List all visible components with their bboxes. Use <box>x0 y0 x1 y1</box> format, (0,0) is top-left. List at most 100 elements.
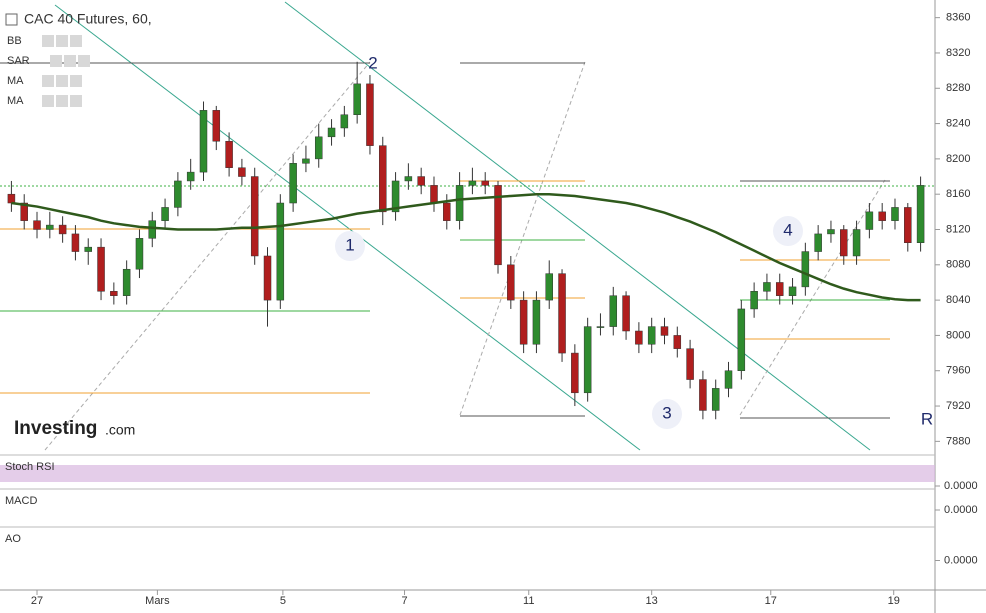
y-tick-label: 8000 <box>946 329 970 341</box>
wave-label: 4 <box>783 220 792 239</box>
candle-body <box>904 207 912 243</box>
indicator-button[interactable] <box>56 75 68 87</box>
candle-body <box>199 110 208 173</box>
candle-body <box>891 207 899 221</box>
candle-body <box>84 246 92 252</box>
candle-body <box>583 326 592 394</box>
y-tick-label: 8040 <box>946 294 970 306</box>
candle-body <box>391 180 400 213</box>
candle-body <box>878 211 886 221</box>
candle-body <box>468 180 477 186</box>
y-tick-label: 8080 <box>946 259 970 271</box>
wave-marker <box>335 231 365 261</box>
stoch-band <box>0 465 935 482</box>
candle-body <box>340 114 349 129</box>
candle-body <box>801 251 810 288</box>
logo: Investing <box>14 418 97 439</box>
candle-body <box>71 233 80 252</box>
candle-body <box>686 348 694 380</box>
y-tick-label: 8120 <box>946 223 970 235</box>
y-tick-label: 7880 <box>946 435 970 447</box>
y-tick-label: 8320 <box>946 47 970 59</box>
x-tick-label: 13 <box>646 595 658 607</box>
candle-body <box>609 295 618 327</box>
candle-body <box>174 180 182 208</box>
wave-marker <box>773 216 803 246</box>
candle-body <box>148 220 157 239</box>
candle-body <box>33 220 41 230</box>
candle-body <box>417 176 425 186</box>
candle-body <box>161 207 169 221</box>
collapse-icon[interactable] <box>5 13 18 26</box>
candle-body <box>212 110 221 142</box>
candle-body <box>673 335 682 349</box>
candle-body <box>225 140 233 168</box>
candle-body <box>814 233 822 252</box>
trend-line <box>54 4 641 451</box>
indicator-name: MA <box>7 95 24 107</box>
candle-body <box>289 163 297 204</box>
candle-body <box>660 326 669 336</box>
candle-body <box>276 202 285 301</box>
candle-body <box>840 229 848 257</box>
candle-body <box>238 167 246 177</box>
candle-body <box>481 180 489 186</box>
y-tick-label: 0.0000 <box>944 554 978 566</box>
indicator-button[interactable] <box>78 55 90 67</box>
candle-body <box>916 185 925 243</box>
y-tick-label: 7960 <box>946 365 970 377</box>
candle-body <box>827 229 835 235</box>
candle-body <box>455 185 464 221</box>
drawings <box>0 1 935 451</box>
candle-body <box>622 295 630 332</box>
candle-body <box>404 176 413 182</box>
candle-body <box>699 379 707 411</box>
indicator-button[interactable] <box>70 95 82 107</box>
candle-body <box>788 286 797 296</box>
candle-body <box>635 330 643 345</box>
trend-line <box>284 1 871 451</box>
indicator-button[interactable] <box>42 95 54 107</box>
x-tick-label: 5 <box>280 595 286 607</box>
candle-body <box>7 193 16 204</box>
y-tick-label: 0.0000 <box>944 504 978 516</box>
indicator-name: SAR <box>7 55 30 67</box>
candle-body <box>596 326 605 328</box>
candle-body <box>314 136 323 160</box>
y-tick-label: 8360 <box>946 12 970 24</box>
wave-label: R <box>921 409 933 428</box>
indicator-button[interactable] <box>42 75 54 87</box>
candle-body <box>263 255 272 301</box>
x-tick-label: 17 <box>765 595 777 607</box>
candle-body <box>571 352 579 394</box>
candle-body <box>443 202 451 221</box>
candle-body <box>558 273 566 354</box>
indicator-button[interactable] <box>70 35 82 47</box>
indicator-button[interactable] <box>56 95 68 107</box>
indicator-button[interactable] <box>70 75 82 87</box>
x-tick-label: 19 <box>888 595 900 607</box>
candle-body <box>20 202 28 221</box>
indicator-button[interactable] <box>50 55 62 67</box>
y-tick-label: 8240 <box>946 117 970 129</box>
candle-body <box>865 211 874 230</box>
candle-body <box>519 299 528 345</box>
y-tick-label: 8280 <box>946 82 970 94</box>
indicator-button[interactable] <box>42 35 54 47</box>
x-tick-label: 7 <box>401 595 407 607</box>
candle-body <box>507 264 515 301</box>
candle-body <box>737 308 746 371</box>
indicator-button[interactable] <box>56 35 68 47</box>
indicator-button[interactable] <box>64 55 76 67</box>
fib-line <box>44 61 371 451</box>
y-tick-label: 8160 <box>946 188 970 200</box>
candle-body <box>763 282 771 292</box>
candle-body <box>711 388 720 411</box>
candle-body <box>353 83 361 115</box>
y-tick-label: 0.0000 <box>944 480 978 492</box>
y-tick-label: 8200 <box>946 153 970 165</box>
candle-body <box>186 171 195 182</box>
ma-line <box>11 192 921 302</box>
